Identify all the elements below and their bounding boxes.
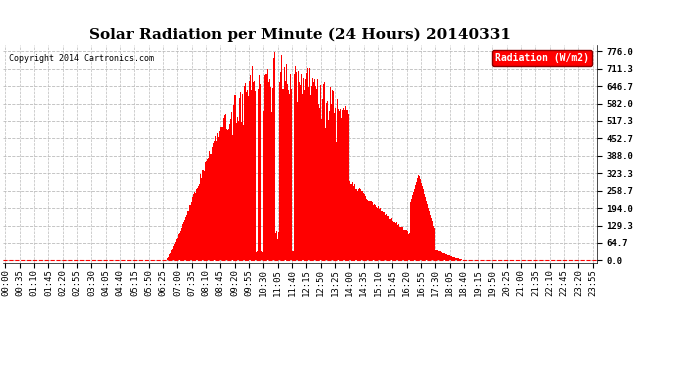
- Title: Solar Radiation per Minute (24 Hours) 20140331: Solar Radiation per Minute (24 Hours) 20…: [89, 28, 511, 42]
- Text: Copyright 2014 Cartronics.com: Copyright 2014 Cartronics.com: [10, 54, 155, 63]
- Legend: Radiation (W/m2): Radiation (W/m2): [492, 50, 592, 66]
